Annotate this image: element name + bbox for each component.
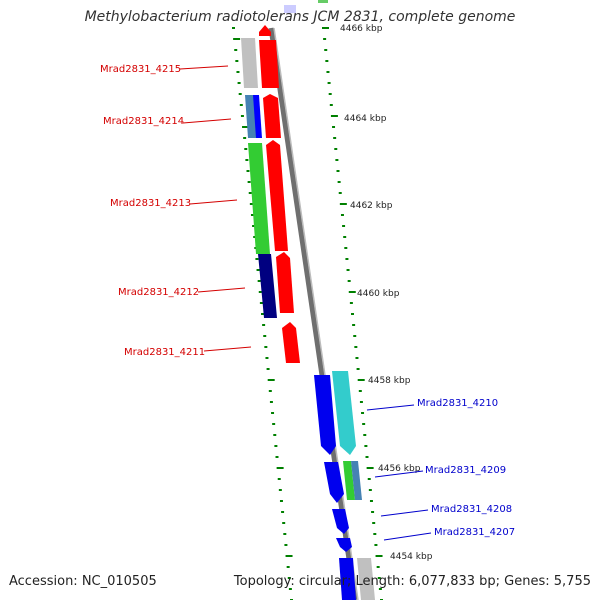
gene-4209-arrow-blue[interactable] [324, 462, 344, 503]
gene-partial-bottom-blue[interactable] [339, 558, 356, 600]
gene-label-4213[interactable]: Mrad2831_4213 [110, 198, 191, 209]
gene-4214-bar-blue[interactable] [253, 95, 262, 138]
gene-4213-bar-green[interactable] [248, 143, 270, 254]
gene-labels-left: Mrad2831_4215 Mrad2831_4214 Mrad2831_421… [100, 64, 252, 358]
scale-labels: 4466 kbp 4464 kbp 4462 kbp 4460 kbp 4458… [340, 24, 433, 562]
gene-4207-arrow-blue[interactable] [336, 538, 352, 552]
gene-label-4209[interactable]: Mrad2831_4209 [425, 465, 506, 476]
genome-backbone [268, 27, 359, 600]
gene-4208-arrow-blue[interactable] [332, 509, 349, 534]
right-tick-track [322, 27, 383, 600]
gene-4211-arrow-red[interactable] [282, 322, 300, 363]
gene-partial-top-blue[interactable] [284, 5, 296, 13]
gene-label-4210[interactable]: Mrad2831_4210 [417, 398, 498, 409]
gene-4215-arrow-red[interactable] [259, 40, 279, 88]
gene-label-4212[interactable]: Mrad2831_4212 [118, 287, 199, 298]
gene-features-left [241, 0, 328, 363]
gene-4212-arrow-red[interactable] [276, 252, 294, 313]
scale-label-4456: 4456 kbp [378, 464, 421, 474]
gene-4210-arrow-cyan[interactable] [332, 371, 356, 455]
gene-label-4214[interactable]: Mrad2831_4214 [103, 116, 184, 127]
gene-label-4211[interactable]: Mrad2831_4211 [124, 347, 205, 358]
gene-4210-arrow-blue[interactable] [314, 375, 336, 455]
map-title: Methylobacterium radiotolerans JCM 2831,… [84, 9, 516, 25]
scale-label-4454: 4454 kbp [390, 552, 433, 562]
gene-4209-bar-steel[interactable] [351, 461, 362, 500]
gene-label-4208[interactable]: Mrad2831_4208 [431, 504, 512, 515]
gene-label-4215[interactable]: Mrad2831_4215 [100, 64, 181, 75]
gene-4214-arrow-red[interactable] [263, 94, 281, 138]
accession-text: Accession: NC_010505 [9, 574, 157, 589]
scale-label-4460: 4460 kbp [357, 289, 400, 299]
gene-partial-top-green[interactable] [318, 0, 328, 3]
scale-label-4462: 4462 kbp [350, 201, 393, 211]
gene-4215-bar-gray[interactable] [241, 38, 258, 88]
gene-partial-top-red[interactable] [259, 25, 271, 36]
gene-4213-arrow-red[interactable] [266, 140, 288, 251]
scale-label-4458: 4458 kbp [368, 376, 411, 386]
gene-features-right [314, 371, 375, 600]
gene-label-4207[interactable]: Mrad2831_4207 [434, 527, 515, 538]
scale-label-4466: 4466 kbp [340, 24, 383, 34]
gene-partial-bottom-gray[interactable] [357, 558, 375, 600]
scale-label-4464: 4464 kbp [344, 114, 387, 124]
genome-summary-text: Topology: circular; Length: 6,077,833 bp… [233, 574, 591, 589]
gene-labels-right: Mrad2831_4210 Mrad2831_4209 Mrad2831_420… [366, 398, 515, 541]
gene-4212-bar-navy[interactable] [258, 254, 277, 318]
